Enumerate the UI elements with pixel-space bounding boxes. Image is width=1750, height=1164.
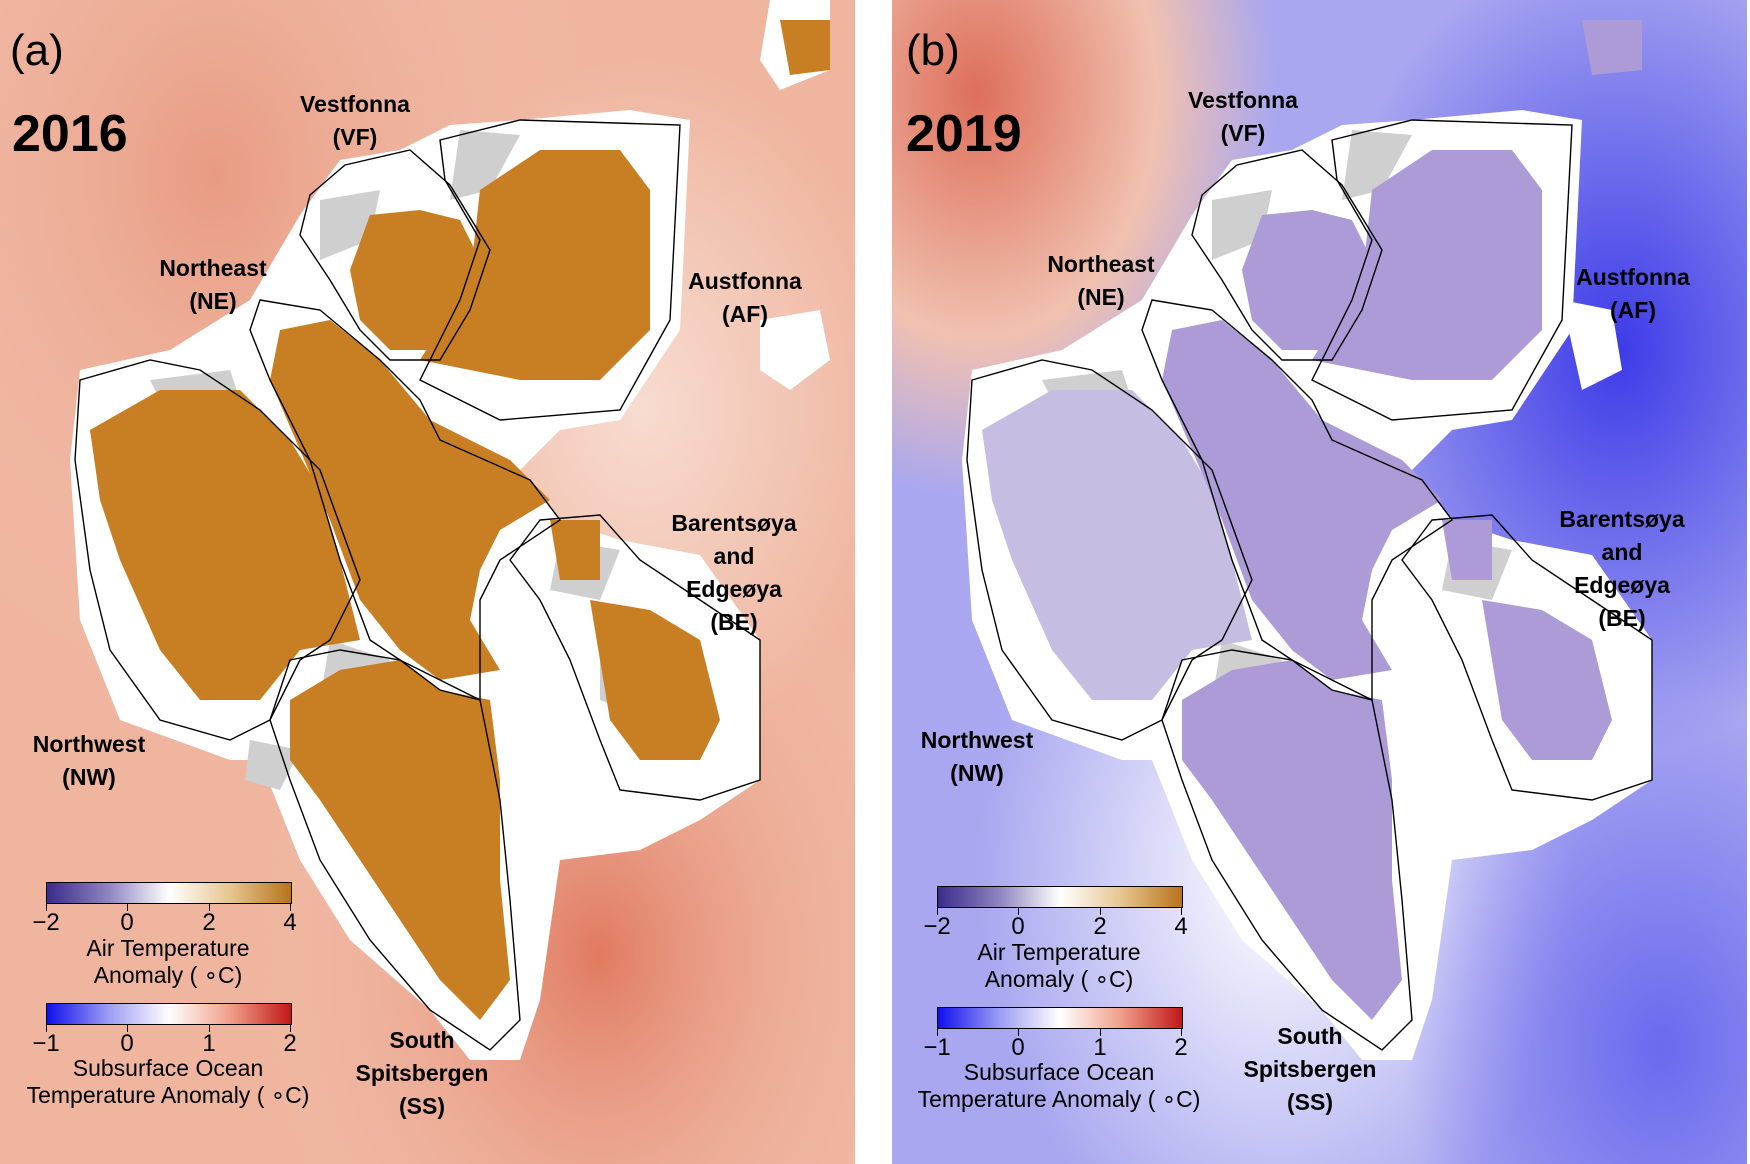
ocean-tick: 1 bbox=[1093, 1034, 1107, 1061]
air-tick: −2 bbox=[923, 913, 951, 940]
air-tick: 0 bbox=[120, 909, 134, 936]
svalbard-map-2016 bbox=[0, 0, 855, 1164]
region-label-south: South Spitsbergen (SS) bbox=[1243, 1023, 1377, 1115]
air-tick: 2 bbox=[202, 909, 216, 936]
glacier-anomaly bbox=[982, 20, 1642, 1020]
air-tick: 4 bbox=[283, 909, 297, 936]
ocean-tick: 2 bbox=[283, 1030, 297, 1057]
panel-2019: (b) 2019 Vestfonna (VF) Northeast (NE) Aus… bbox=[892, 0, 1747, 1164]
panel-tag: (a) bbox=[10, 26, 64, 75]
region-label-austfonna: Austfonna (AF) bbox=[1576, 264, 1690, 323]
ocean-colorbar-label: Subsurface Ocean Temperature Anomaly ( ∘C… bbox=[917, 1059, 1201, 1112]
region-label-vestfonna: Vestfonna (VF) bbox=[1188, 87, 1298, 146]
air-temperature-colorbar bbox=[937, 886, 1183, 908]
region-label-vestfonna: Vestfonna (VF) bbox=[300, 91, 410, 150]
ocean-tick: 2 bbox=[1174, 1034, 1188, 1061]
panel-year: 2019 bbox=[906, 105, 1022, 163]
glacier-anomaly bbox=[90, 20, 830, 1020]
air-colorbar-label: Air Temperature Anomaly ( ∘C) bbox=[977, 939, 1141, 992]
region-label-northeast: Northeast (NE) bbox=[1047, 251, 1155, 310]
region-label-northwest: Northwest (NW) bbox=[32, 731, 146, 790]
region-label-northwest: Northwest (NW) bbox=[920, 727, 1034, 786]
panel-year: 2016 bbox=[12, 105, 128, 163]
region-label-barents: Barentsøya and Edgeøya (BE) bbox=[1559, 506, 1685, 631]
panel-2016: (a) 2016 Vestfonna (VF) Northeast (NE) Aus… bbox=[0, 0, 855, 1164]
air-tick: 4 bbox=[1174, 913, 1188, 940]
region-outlines bbox=[966, 119, 1653, 1051]
region-label-northeast: Northeast (NE) bbox=[159, 255, 267, 314]
air-temperature-colorbar bbox=[46, 882, 292, 904]
svalbard-map-2019 bbox=[892, 0, 1747, 1164]
ocean-tick: 0 bbox=[1011, 1034, 1025, 1061]
ocean-tick: 0 bbox=[120, 1030, 134, 1057]
air-tick: 2 bbox=[1093, 913, 1107, 940]
ocean-temperature-colorbar bbox=[46, 1003, 292, 1025]
air-tick: 0 bbox=[1011, 913, 1025, 940]
ocean-tick: −1 bbox=[923, 1034, 951, 1061]
region-label-austfonna: Austfonna (AF) bbox=[688, 268, 802, 327]
air-tick: −2 bbox=[32, 909, 60, 936]
ocean-colorbar-label: Subsurface Ocean Temperature Anomaly ( ∘C… bbox=[26, 1055, 310, 1108]
ocean-temperature-colorbar bbox=[937, 1007, 1183, 1029]
ocean-tick: 1 bbox=[202, 1030, 216, 1057]
panel-tag: (b) bbox=[906, 26, 960, 75]
region-outlines bbox=[74, 119, 761, 1051]
region-label-barents: Barentsøya and Edgeøya (BE) bbox=[671, 510, 797, 635]
region-label-south: South Spitsbergen (SS) bbox=[355, 1027, 489, 1119]
ocean-tick: −1 bbox=[32, 1030, 60, 1057]
air-colorbar-label: Air Temperature Anomaly ( ∘C) bbox=[86, 935, 250, 988]
